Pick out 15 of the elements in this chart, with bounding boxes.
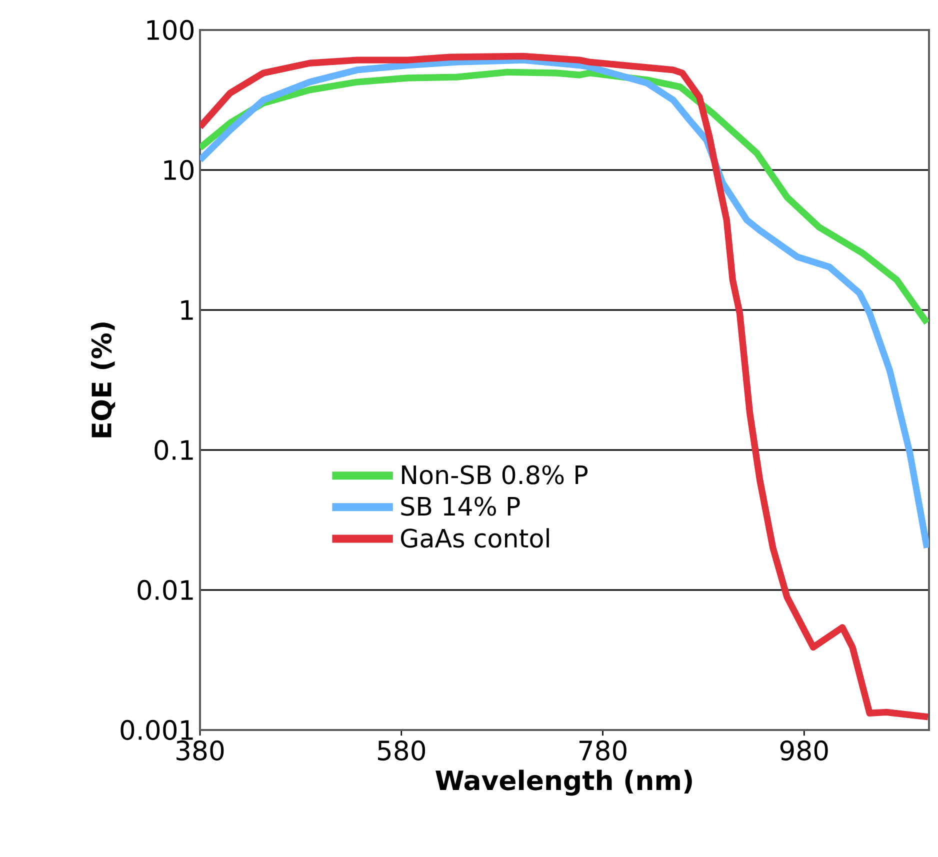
y-tick-label: 10 xyxy=(164,160,194,180)
y-tick-label: 100 xyxy=(147,20,194,40)
legend-label: GaAs contol xyxy=(400,528,549,548)
legend-label: SB 14% P xyxy=(401,496,520,516)
y-tick-label: 0.001 xyxy=(120,720,193,740)
legend-label: Non-SB 0.8% P xyxy=(402,465,588,484)
y-tick-label: 0.01 xyxy=(138,580,193,600)
x-axis-title: Wavelength (nm) xyxy=(436,770,692,796)
y-axis-title: EQE (%) xyxy=(91,322,116,438)
x-tick-label: 780 xyxy=(580,740,626,761)
x-tick-label: 980 xyxy=(780,740,828,761)
x-tick-label: 380 xyxy=(176,740,224,761)
y-tick-label: 0.1 xyxy=(154,440,193,460)
x-tick-label: 580 xyxy=(378,740,426,761)
y-tick-label: 1 xyxy=(181,300,193,320)
